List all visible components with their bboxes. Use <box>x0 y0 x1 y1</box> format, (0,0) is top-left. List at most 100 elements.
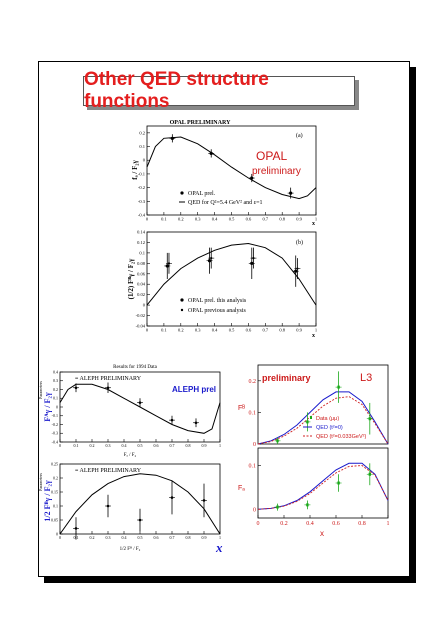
l3-top-point <box>368 417 371 421</box>
y-tick-label: 0.1 <box>249 410 257 416</box>
l3-legend-3: QED (t²=0.033GeV²) <box>316 434 366 440</box>
x-tick-label: 0.9 <box>202 535 207 540</box>
aleph-bottom-yname: Parameters <box>38 473 43 491</box>
x-tick-label: 0 <box>146 328 149 333</box>
opal-bottom-this-point <box>294 269 298 273</box>
aleph-top-yname: Parameters <box>38 381 43 399</box>
x-tick-label: 0 <box>257 521 260 527</box>
aleph-header: Results for 1994 Data <box>113 365 158 370</box>
y-tick-label: 0 <box>56 531 58 536</box>
aleph-bottom-label: ≡ ALEPH PRELIMINARY <box>75 468 142 474</box>
l3-bottom-point <box>306 503 309 507</box>
x-tick-label: 0.4 <box>122 535 127 540</box>
aleph-top-xticks: 0 0.1 0.2 0.3 0.4 0.5 0.6 0.7 0.8 0.9 1 <box>59 439 221 448</box>
opal-bottom-prev-point <box>210 257 213 260</box>
x-tick-label: 0.5 <box>229 328 235 333</box>
x-tick-label: 0.9 <box>202 443 207 448</box>
aleph-bottom-point <box>106 504 110 508</box>
slide-title-box: Other QED structure functions <box>83 69 355 112</box>
opal-top-points <box>169 134 294 199</box>
y-tick-label: 0.2 <box>249 379 257 385</box>
opal-top-panel-label: (a) <box>296 132 303 139</box>
y-tick-label: 0.1 <box>249 464 257 470</box>
y-tick-label: -0.1 <box>138 171 145 176</box>
opal-header: OPAL PRELIMINARY <box>170 120 232 126</box>
opal-bottom-legend-dot-1 <box>180 298 184 302</box>
aleph-bottom-xticks: 00.10.20.30.40.50.60.70.80.91 <box>59 531 221 540</box>
x-tick-label: 0.6 <box>154 535 159 540</box>
aleph-top-point <box>106 386 110 390</box>
y-tick-label: 0.2 <box>139 130 145 135</box>
y-tick-label: -0.04 <box>136 324 146 329</box>
y-tick-label: 0.25 <box>51 461 58 466</box>
x-tick-label: 0.7 <box>262 328 268 333</box>
l3-top-point <box>276 439 279 443</box>
y-tick-label: 0.2 <box>53 475 58 480</box>
opal-top-legend-2: QED for Q²=5.4 GeV² and ε=1 <box>188 199 263 206</box>
slide-title: Other QED structure functions <box>84 69 269 112</box>
x-tick-label: 0.3 <box>195 217 201 222</box>
l3-logo: L3 <box>360 372 372 384</box>
y-tick-label: 0.04 <box>137 282 146 287</box>
l3-top-yticks: 0.2 0.1 0 <box>249 379 261 448</box>
y-tick-label: -0.3 <box>138 199 146 204</box>
x-tick-label: 0.4 <box>122 443 127 448</box>
x-tick-label: 0 <box>146 217 149 222</box>
l3-legend-2: QED (t²=0) <box>316 425 343 431</box>
opal-bottom-ylabel: (1/2) Fᴮγ / F₂γ <box>127 258 135 299</box>
x-tick-label: 1 <box>315 217 317 222</box>
x-tick-label: 0.8 <box>279 217 285 222</box>
opal-top-xlabel: x <box>312 221 315 227</box>
y-tick-label: 0 <box>56 404 58 409</box>
opal-top-yticks: 0.2 0.1 0 -0.1 -0.2 -0.3 -0.4 <box>138 130 150 218</box>
x-tick-label: 0.2 <box>178 217 184 222</box>
x-tick-label: 0.8 <box>186 443 191 448</box>
x-tick-label: 0.7 <box>262 217 268 222</box>
x-tick-label: 1 <box>315 328 317 333</box>
x-tick-label: 0.1 <box>161 217 167 222</box>
l3-bottom-xlabel: x <box>320 529 324 538</box>
y-tick-label: 0.08 <box>137 261 146 266</box>
aleph-top-points <box>73 382 199 428</box>
x-tick-label: 1 <box>387 521 390 527</box>
l3-top-point <box>337 385 340 389</box>
l3-bottom-yticks: 0.10 <box>249 464 261 513</box>
opal-bottom-legend-dot-2 <box>180 308 184 312</box>
opal-bottom-legend-1: OPAL prel. this analysis <box>188 298 247 304</box>
x-tick-label: 0.3 <box>106 535 111 540</box>
aleph-bottom-point <box>170 496 174 499</box>
y-tick-label: 0.1 <box>53 503 58 508</box>
l3-legend-1: Data (μμ) <box>316 416 339 422</box>
aleph-bottom-xlabel: 1/2 Fᴮ / F₂ <box>120 546 141 552</box>
l3-bottom-points <box>274 463 373 511</box>
x-tick-label: 0.1 <box>161 328 167 333</box>
y-tick-label: 0.14 <box>137 230 146 235</box>
aleph-top-ylabel: Fᴬγ / F₂γ <box>43 392 52 422</box>
aleph-top-point <box>138 401 142 404</box>
y-tick-label: -0.4 <box>138 213 146 218</box>
y-tick-label: -0.1 <box>52 413 58 418</box>
y-tick-label: 0.1 <box>139 144 145 149</box>
l3-top-qed0 <box>257 391 389 445</box>
opal-bottom-points <box>164 247 301 287</box>
l3-top-point <box>306 420 309 424</box>
opal-bottom-prev-point <box>296 267 299 270</box>
aleph-bottom-point <box>138 518 142 522</box>
l3-bottom-frame <box>257 447 389 519</box>
l3-bottom-qed1 <box>257 465 389 510</box>
x-tick-label: 0.7 <box>170 535 175 540</box>
aleph-bottom-points <box>73 480 207 540</box>
l3-bottom-point <box>276 505 279 509</box>
x-tick-label: 0.1 <box>74 443 79 448</box>
opal-bottom-xticks: 0 0.1 0.2 0.3 0.4 0.5 0.6 0.7 0.8 0.9 1 <box>146 323 317 333</box>
y-tick-label: 0.05 <box>51 517 58 522</box>
opal-bottom-legend-2: OPAL previous analysis <box>188 308 247 314</box>
x-tick-label: 0.6 <box>246 217 252 222</box>
x-tick-label: 0.2 <box>90 443 95 448</box>
x-tick-label: 0.5 <box>229 217 235 222</box>
l3-legend-data-marker <box>310 416 312 419</box>
x-tick-label: 0.8 <box>186 535 191 540</box>
x-tick-label: 0.3 <box>195 328 201 333</box>
aleph-top-label: ≡ ALEPH PRELIMINARY <box>75 376 142 382</box>
